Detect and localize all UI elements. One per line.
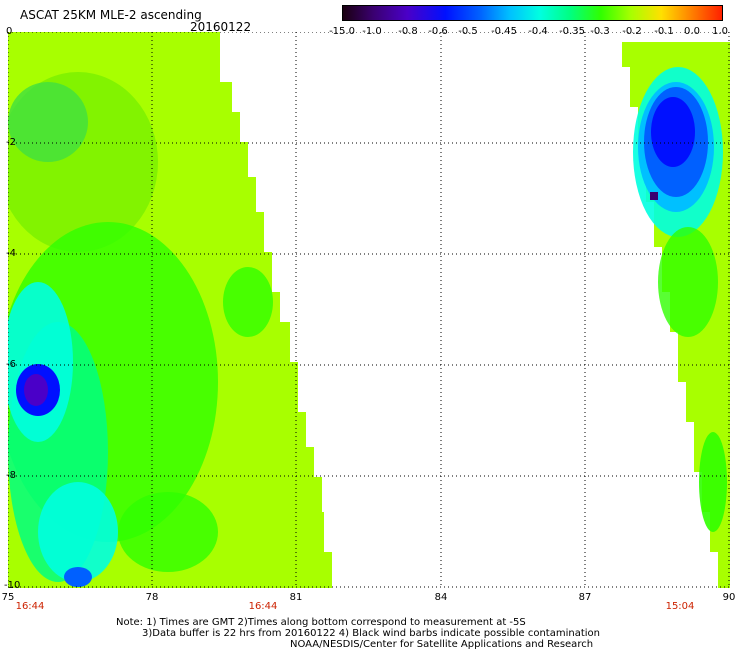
map-plot [8,32,730,588]
colorbar-label: -0.6 [428,26,448,37]
y-tick-label: 0 [6,26,13,37]
note-line-1: Note: 1) Times are GMT 2)Times along bot… [116,617,526,628]
y-tick-label: -2 [6,137,16,148]
note-line-2: 3)Data buffer is 22 hrs from 20160122 4)… [142,628,600,639]
y-tick-label: -8 [6,470,16,481]
x-tick-label: 78 [145,592,159,603]
map-title: ASCAT 25KM MLE-2 ascending [20,8,202,22]
x-tick-label: 84 [434,592,448,603]
time-label: 15:04 [665,601,695,612]
time-label: 16:44 [15,601,45,612]
colorbar-label: -15.0 [329,26,355,37]
right-swath [622,42,730,588]
map-date: 20160122 [190,20,252,34]
x-tick-label: 75 [1,592,15,603]
y-tick-label: -6 [6,359,16,370]
x-tick-label: 81 [289,592,303,603]
colorbar [342,5,723,21]
x-tick-label: 90 [722,592,736,603]
y-tick-label: -10 [4,580,21,591]
x-tick-label: 87 [578,592,592,603]
time-label: 16:44 [248,601,278,612]
credit-line: NOAA/NESDIS/Center for Satellite Applica… [290,639,594,650]
colorbar-label: -0.4 [528,26,548,37]
left-swath [8,32,332,588]
y-tick-label: -4 [6,248,16,259]
grid-lines [8,32,730,588]
